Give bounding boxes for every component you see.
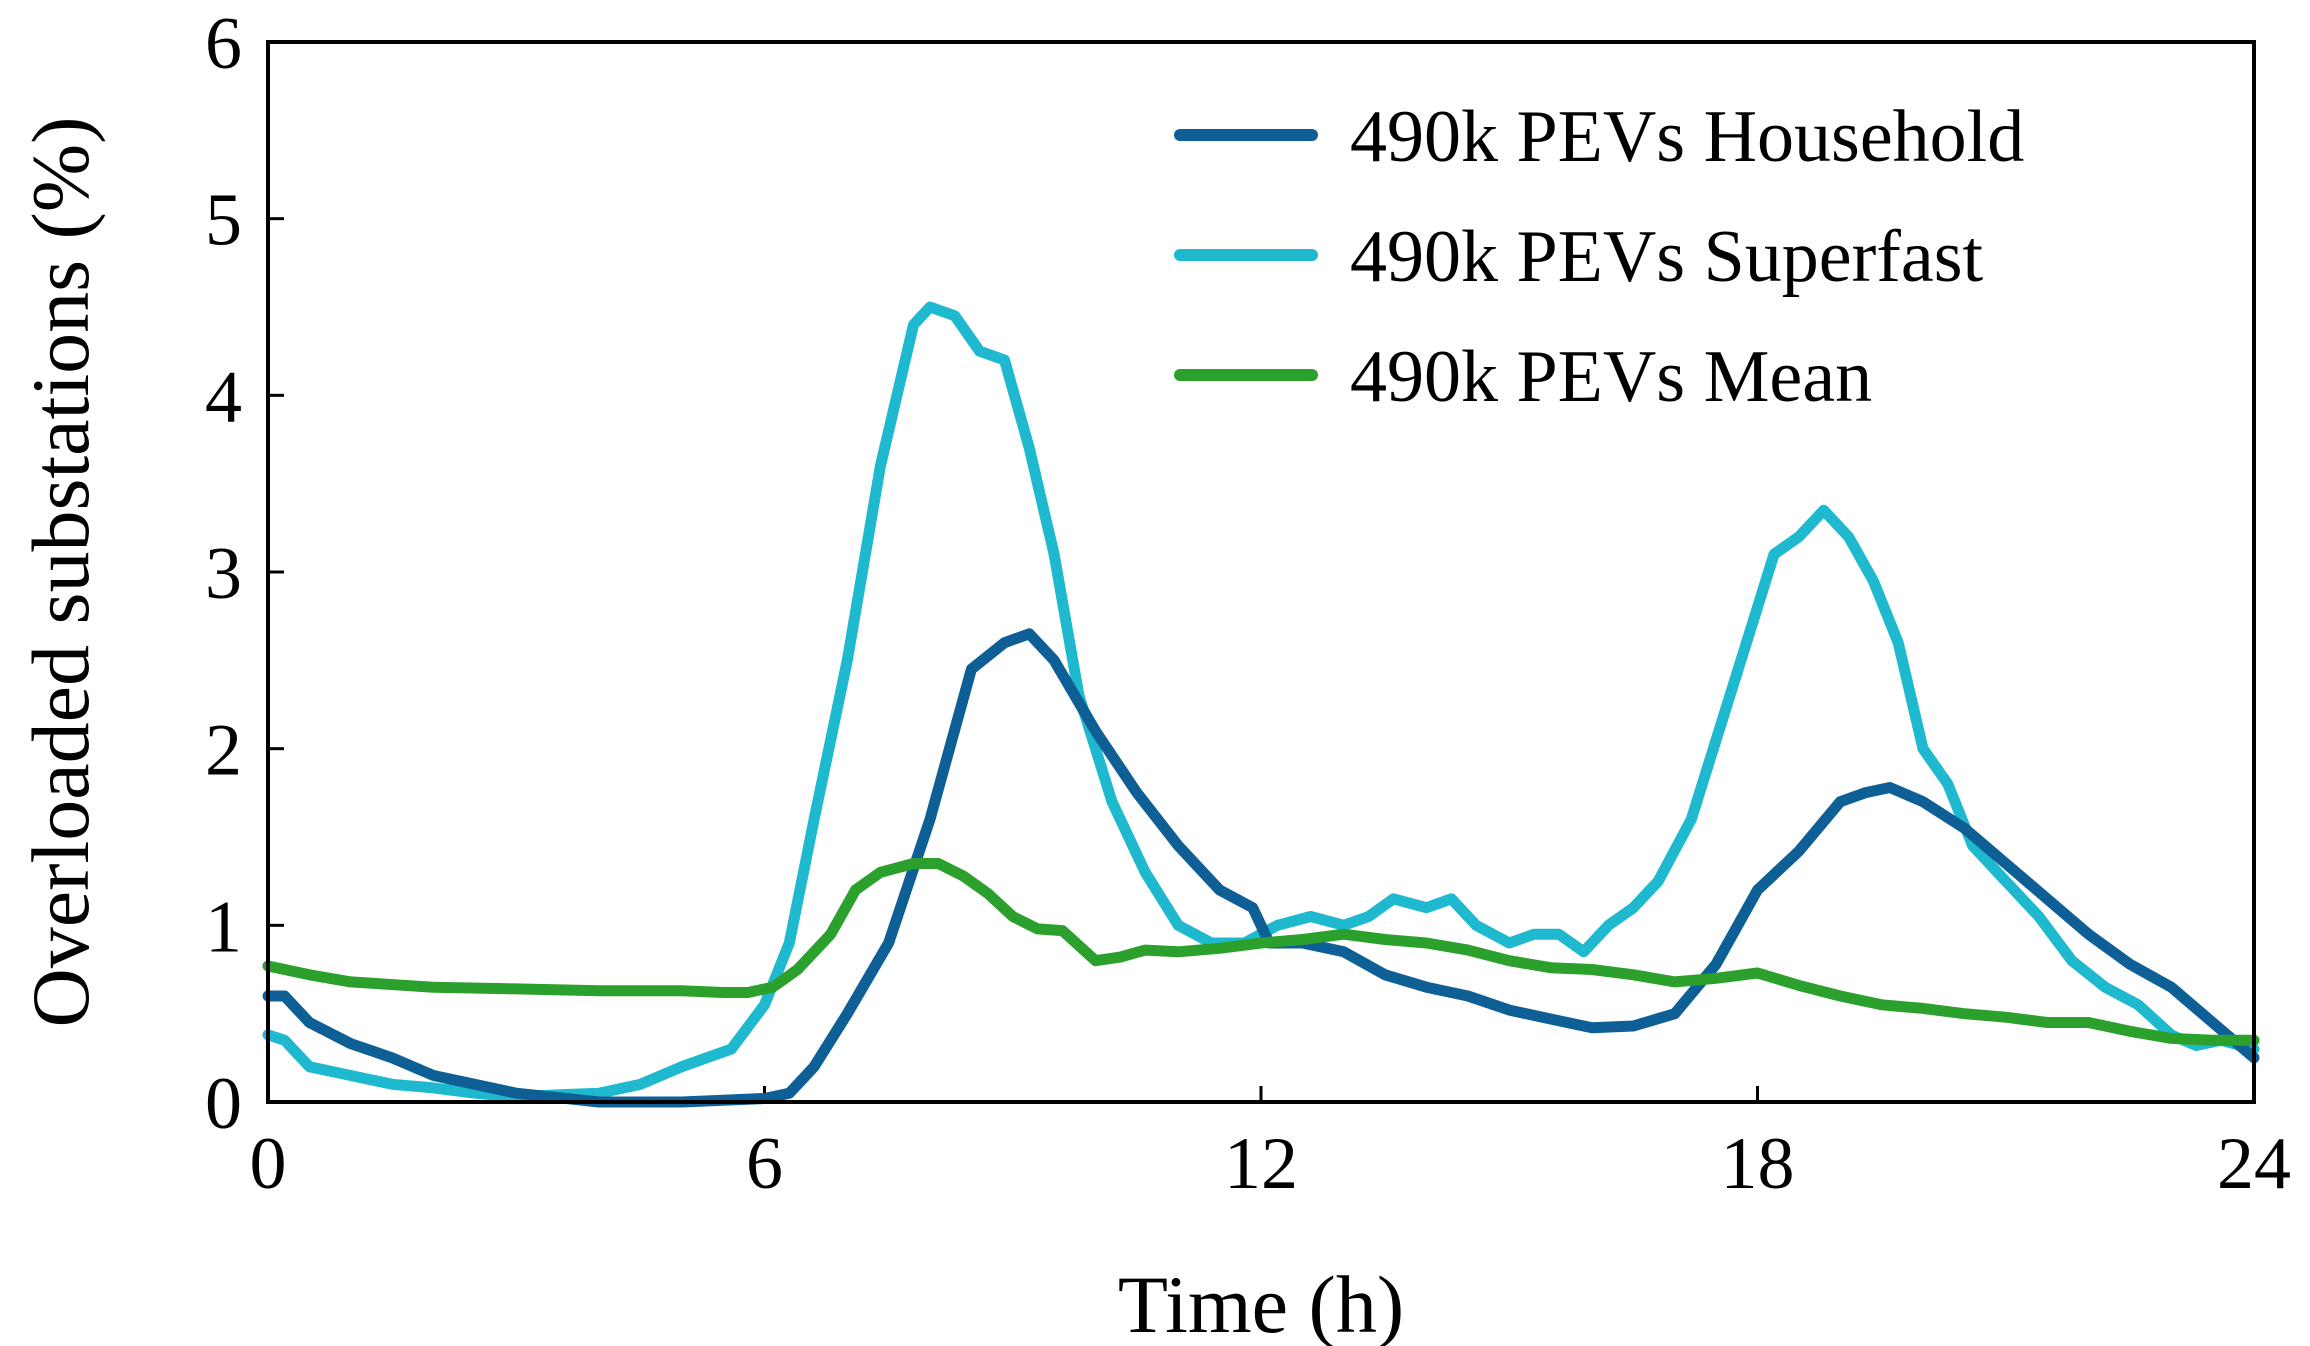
y-tick-label: 3 — [205, 533, 242, 615]
series-line-household — [262, 628, 2260, 1108]
series-line-mean — [262, 858, 2260, 1046]
y-tick-label: 4 — [205, 356, 242, 438]
y-tick-label: 5 — [205, 180, 242, 262]
legend-label: 490k PEVs Household — [1350, 96, 2024, 178]
series-layer — [262, 301, 2260, 1108]
y-tick-label: 1 — [205, 886, 242, 968]
y-axis-label: Overloaded substations (%) — [15, 117, 106, 1028]
x-tick-label: 24 — [2217, 1123, 2291, 1205]
x-tick-label: 18 — [1721, 1123, 1795, 1205]
y-tick-label: 0 — [205, 1063, 242, 1145]
x-axis-label: Time (h) — [1118, 1259, 1404, 1346]
y-tick-label: 2 — [205, 710, 242, 792]
x-tick-label: 12 — [1224, 1123, 1298, 1205]
y-tick-label: 6 — [205, 3, 242, 85]
series-line-superfast — [262, 301, 2260, 1103]
legend: 490k PEVs Household 490k PEVs Superfast 49… — [1174, 96, 2024, 418]
x-tick-label: 6 — [746, 1123, 783, 1205]
plot-frame — [266, 40, 2256, 1104]
legend-label: 490k PEVs Mean — [1350, 336, 1872, 418]
legend-label: 490k PEVs Superfast — [1350, 216, 1984, 298]
x-tick-label: 0 — [250, 1123, 287, 1205]
